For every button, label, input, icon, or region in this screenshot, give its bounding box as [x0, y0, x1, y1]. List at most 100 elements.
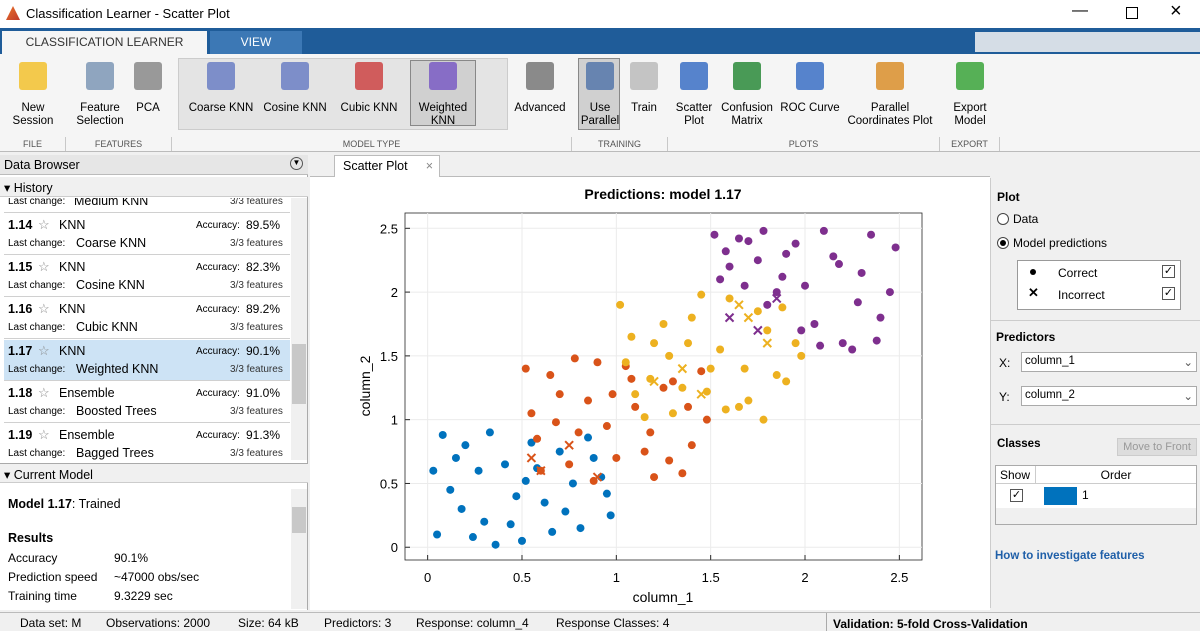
document-tab[interactable]: Scatter Plot ×	[334, 155, 440, 177]
accuracy: 91.0%	[246, 386, 281, 400]
tool-icon	[733, 62, 761, 90]
last-change: Medium KNN	[74, 198, 149, 208]
tool-button[interactable]: Cosine KNN	[263, 102, 327, 114]
point	[734, 402, 743, 411]
dropdown[interactable]: column_2 ⌄	[1021, 386, 1197, 406]
accuracy-label: Accuracy:	[196, 430, 240, 441]
tool-button[interactable]: Parallel Coordinates Plot	[847, 102, 933, 127]
point	[763, 300, 772, 309]
point	[568, 479, 577, 488]
x-axis-label: column_1	[633, 589, 694, 605]
history-item[interactable]: Last change: Medium KNN 3/3 features	[4, 198, 290, 213]
section-header[interactable]: ▾ History	[0, 177, 308, 197]
accuracy-label: Accuracy:	[196, 388, 240, 399]
scrollbar[interactable]	[291, 198, 307, 460]
point	[589, 453, 598, 462]
tool-button[interactable]: Use Parallel	[580, 102, 620, 127]
point	[702, 415, 711, 424]
accuracy-label: Accuracy:	[196, 220, 240, 231]
history-item[interactable]: 1.19 ☆ Ensemble Accuracy: 91.3% Last change: B…	[4, 424, 290, 460]
panel-menu[interactable]: ▼	[290, 157, 303, 170]
dropdown[interactable]: column_1 ⌄	[1021, 352, 1197, 372]
section-title: ▾ History	[4, 181, 53, 195]
section-header[interactable]: ▾ Current Model	[0, 463, 308, 483]
tool-button[interactable]: Cubic KNN	[340, 102, 398, 114]
tool-button[interactable]: Weighted KNN	[418, 102, 468, 127]
history-item[interactable]: 1.18 ☆ Ensemble Accuracy: 91.0% Last change: B…	[4, 382, 290, 423]
tool-button[interactable]: ROC Curve	[780, 102, 840, 114]
document-tab-title: Scatter Plot	[343, 159, 408, 173]
class-table: Show Order ✓ 1	[995, 465, 1197, 525]
model-id: 1.14	[8, 218, 33, 232]
close[interactable]: ×	[1170, 0, 1182, 22]
maximize[interactable]	[1126, 7, 1138, 19]
status-item: Predictors: 3	[324, 616, 392, 630]
point	[555, 447, 564, 456]
ribbon-tab[interactable]: VIEW	[210, 31, 302, 54]
checkbox[interactable]: ✓	[1162, 287, 1175, 300]
scroll-thumb[interactable]	[292, 344, 306, 404]
move-button[interactable]: Move to Front	[1117, 438, 1197, 456]
history-item[interactable]: 1.15 ☆ KNN Accuracy: 82.3% Last change: Cosine…	[4, 256, 290, 297]
radio[interactable]	[997, 237, 1009, 249]
h-scrollbar[interactable]	[996, 508, 1196, 524]
point	[485, 428, 494, 437]
panel-title: Data Browser	[4, 158, 80, 172]
minimize[interactable]: —	[1072, 2, 1088, 19]
point	[665, 456, 674, 465]
last-change: Cosine KNN	[76, 278, 145, 292]
accuracy: 89.2%	[246, 302, 281, 316]
status-item: Data set: M	[20, 616, 82, 630]
history-item[interactable]: 1.14 ☆ KNN Accuracy: 89.5% Last change: Coarse…	[4, 214, 290, 255]
point	[778, 303, 787, 312]
point	[740, 364, 749, 373]
tool-button[interactable]: New Session	[12, 102, 54, 127]
scroll-thumb[interactable]	[292, 507, 306, 533]
point	[744, 396, 753, 405]
point	[429, 466, 438, 475]
point	[791, 339, 800, 348]
tool-button[interactable]: Confusion Matrix	[721, 102, 773, 127]
scrollbar[interactable]	[291, 489, 307, 609]
tool-button[interactable]: PCA	[136, 102, 160, 114]
point	[640, 447, 649, 456]
point	[576, 524, 585, 533]
x-tick-label: 2.5	[890, 570, 908, 585]
checkbox[interactable]: ✓	[1010, 489, 1023, 502]
point	[678, 383, 687, 392]
radio[interactable]	[997, 213, 1009, 225]
point	[791, 239, 800, 248]
radio-label: Model predictions	[1013, 236, 1108, 250]
point	[872, 336, 881, 345]
tool-icon	[956, 62, 984, 90]
tool-button[interactable]: Feature Selection	[76, 102, 124, 127]
tab-close[interactable]: ×	[425, 159, 433, 173]
quick-access	[975, 32, 1200, 52]
incorrect-point	[526, 453, 537, 463]
history-item[interactable]: 1.16 ☆ KNN Accuracy: 89.2% Last change: Cubic …	[4, 298, 290, 339]
history-item[interactable]: 1.17 ☆ KNN Accuracy: 90.1% Last change: Weight…	[4, 340, 290, 381]
help-link[interactable]: How to investigate features	[995, 550, 1145, 562]
tool-button[interactable]: Export Model	[953, 102, 987, 127]
history-list: Last change: Medium KNN 3/3 features 1.14 ☆ K…	[0, 198, 290, 460]
point	[710, 230, 719, 239]
last-change-label: Last change:	[8, 448, 66, 459]
tool-button[interactable]: Train	[631, 102, 657, 114]
point	[546, 371, 555, 380]
tool-button[interactable]: Scatter Plot	[675, 102, 713, 127]
group-title: Classes	[997, 438, 1041, 450]
status-item: Size: 64 kB	[238, 616, 299, 630]
model-type: KNN	[59, 260, 86, 274]
model-type: Ensemble	[59, 428, 115, 442]
tool-button[interactable]: Coarse KNN	[188, 102, 254, 114]
checkbox[interactable]: ✓	[1162, 265, 1175, 278]
chart-title: Predictions: model 1.17	[584, 186, 741, 202]
ribbon-tab[interactable]: CLASSIFICATION LEARNER	[2, 31, 207, 54]
point	[721, 247, 730, 256]
point	[606, 511, 615, 520]
point	[451, 453, 460, 462]
tool-button[interactable]: Advanced	[514, 102, 566, 114]
point	[608, 390, 617, 399]
point	[668, 409, 677, 418]
